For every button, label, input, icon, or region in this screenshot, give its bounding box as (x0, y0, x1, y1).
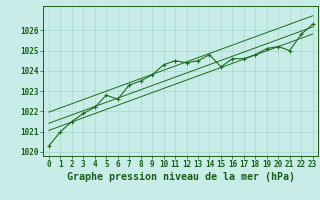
X-axis label: Graphe pression niveau de la mer (hPa): Graphe pression niveau de la mer (hPa) (67, 172, 295, 182)
